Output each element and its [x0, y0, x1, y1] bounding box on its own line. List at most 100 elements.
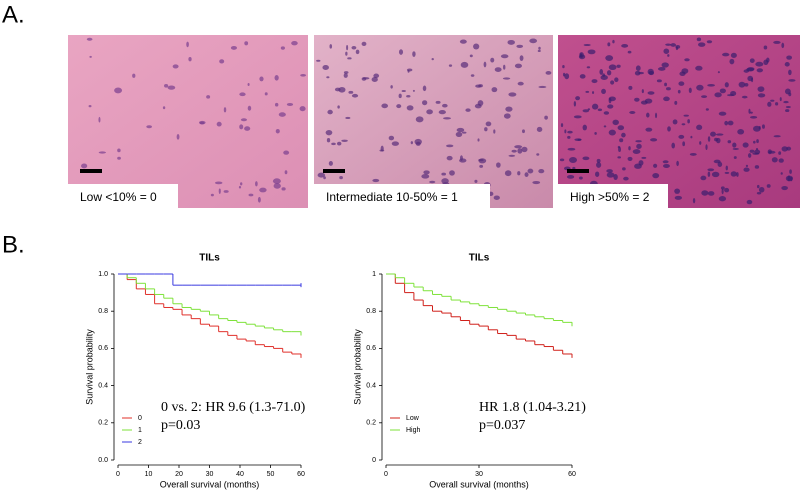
cell	[627, 156, 633, 161]
cell	[255, 181, 258, 187]
cell	[711, 171, 720, 178]
cell	[662, 160, 669, 164]
cell	[162, 106, 166, 110]
cell	[210, 193, 214, 197]
cell	[701, 95, 708, 98]
cell	[719, 88, 726, 94]
cell	[496, 162, 501, 168]
cell	[623, 176, 629, 181]
cell	[587, 108, 591, 111]
cell	[527, 168, 534, 174]
cell	[730, 91, 737, 97]
cell	[603, 111, 610, 115]
cell	[617, 125, 625, 131]
cell	[240, 118, 248, 122]
cell	[264, 92, 268, 96]
x-tick-label: 40	[236, 471, 244, 478]
cell	[477, 100, 484, 106]
cell	[674, 195, 683, 200]
cell	[490, 57, 495, 63]
cell	[329, 44, 333, 49]
cell	[650, 138, 658, 142]
cell	[665, 43, 672, 46]
cell	[114, 87, 123, 94]
cell	[783, 100, 789, 104]
cell	[756, 184, 760, 189]
cell	[732, 147, 739, 150]
caption-box	[68, 184, 178, 208]
cell	[632, 149, 641, 154]
cell	[412, 51, 416, 57]
cell	[259, 187, 267, 193]
cell	[206, 95, 211, 99]
cell	[730, 52, 737, 58]
cell	[724, 171, 730, 175]
cell	[491, 87, 498, 93]
cell	[591, 103, 599, 110]
y-tick-label: 1	[372, 271, 376, 278]
cell	[331, 142, 336, 146]
cell	[239, 124, 244, 130]
cell	[494, 67, 502, 72]
cell	[744, 83, 749, 87]
cell	[778, 158, 784, 163]
cell	[281, 187, 286, 191]
cell	[628, 146, 631, 151]
cell	[345, 116, 351, 119]
cell	[667, 126, 671, 132]
cell	[749, 58, 755, 63]
cell	[483, 61, 487, 68]
cell	[516, 44, 524, 48]
cell	[422, 85, 427, 92]
annotation: 0 vs. 2: HR 9.6 (1.3-71.0)	[161, 400, 306, 415]
cell	[606, 70, 612, 76]
cell	[790, 176, 793, 182]
cell	[780, 172, 783, 175]
cell	[707, 171, 711, 177]
cell	[607, 104, 614, 109]
cell	[699, 141, 702, 145]
cell	[274, 75, 279, 81]
cell	[146, 125, 152, 129]
cell	[613, 174, 618, 180]
cell	[666, 87, 671, 91]
cell	[334, 87, 341, 92]
cell	[781, 186, 788, 191]
cell	[617, 156, 622, 159]
cell	[767, 101, 772, 107]
cell	[532, 180, 541, 185]
cell	[750, 116, 758, 119]
cell	[412, 89, 415, 92]
cell	[172, 64, 179, 69]
cell	[681, 123, 686, 126]
cell	[421, 174, 430, 179]
cell	[564, 73, 570, 80]
cell	[564, 129, 567, 134]
cell	[559, 158, 565, 162]
cell	[538, 85, 547, 89]
cell	[469, 54, 473, 58]
cell	[610, 80, 615, 85]
cell	[681, 68, 689, 74]
cell	[670, 43, 677, 47]
cell	[219, 59, 225, 64]
cell	[724, 120, 729, 126]
cell	[86, 37, 93, 41]
annotation: p=0.037	[479, 418, 525, 433]
cell	[327, 109, 333, 115]
cell	[519, 55, 524, 61]
legend-label: 1	[138, 427, 142, 434]
cell	[291, 40, 298, 46]
scale-bar	[323, 169, 345, 173]
cell	[537, 49, 541, 53]
cell	[721, 188, 724, 195]
cell	[608, 64, 617, 71]
x-tick-label: 30	[206, 471, 214, 478]
x-tick-label: 20	[175, 471, 183, 478]
cell	[508, 154, 516, 157]
x-tick-label: 50	[267, 471, 275, 478]
cell	[585, 90, 590, 93]
cell	[714, 137, 718, 142]
cell	[696, 124, 703, 131]
